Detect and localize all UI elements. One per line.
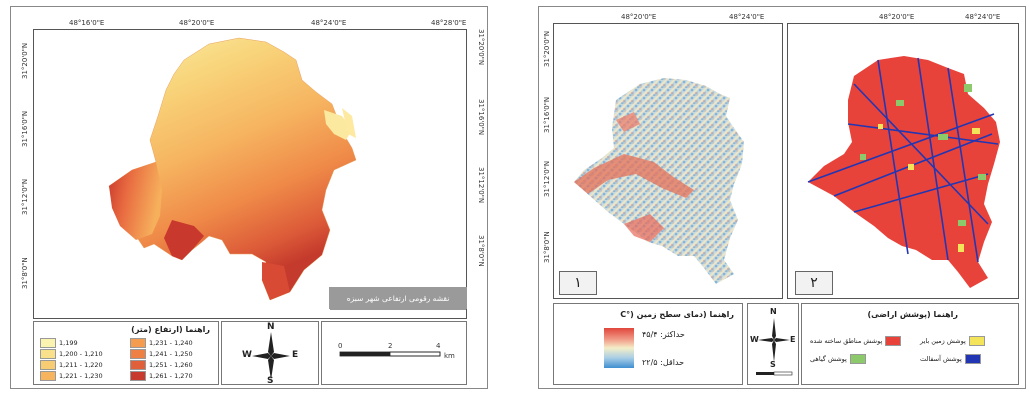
- left-side-tick-2: 31°16'0"N: [21, 110, 29, 147]
- right-side-tick-1: 31°20'0"N: [543, 30, 551, 67]
- elevation-map-frame: [33, 29, 467, 319]
- map1-top-tick-2: 48°24'0"E: [729, 13, 765, 21]
- scale-bar-box: 0 2 4 km: [321, 321, 467, 385]
- scale-label-0: 0: [338, 342, 343, 350]
- left-figure-panel: نقشه رقومی ارتفاعی شهر سبزه 48°16'0"E 48…: [10, 6, 488, 389]
- map1-top-tick-1: 48°20'0"E: [621, 13, 657, 21]
- elevation-legend-item: 1,251 - 1,260: [130, 360, 193, 370]
- left-side-tick-1: 31°20'0"N: [21, 42, 29, 79]
- north-arrow-icon: [756, 318, 793, 376]
- right-compass-box: N S W E: [747, 303, 799, 385]
- landcover-map: [807, 56, 1000, 288]
- compass-s: S: [770, 360, 776, 369]
- scale-label-4: 4: [436, 342, 441, 350]
- landcover-legend-item: پوشش گیاهی: [810, 354, 866, 364]
- compass-n: N: [770, 307, 777, 316]
- landcover-legend-item: پوشش مناطق ساخته شده: [810, 336, 902, 346]
- elevation-map-caption: نقشه رقومی ارتفاعی شهر سبزه: [329, 287, 467, 309]
- landcover-legend-item: پوشش آسفالت: [920, 354, 981, 364]
- temperature-hot-north: [616, 112, 640, 132]
- compass-s: S: [267, 376, 274, 386]
- compass-w: W: [750, 335, 759, 344]
- scale-bar: [339, 351, 441, 357]
- right-side-tick-1: 31°20'0"N: [477, 29, 485, 66]
- right-side-tick-2: 31°16'0"N: [543, 96, 551, 133]
- temperature-legend-title: راهنما (دمای سطح زمین (°C: [620, 310, 734, 319]
- landcover-legend-item: پوشش زمین بایر: [920, 336, 985, 346]
- temperature-legend: راهنما (دمای سطح زمین (°C حداکثر: ۴۵/۴ ح…: [553, 303, 743, 385]
- left-side-tick-4: 31°8'0"N: [21, 257, 29, 289]
- landcover-city-body: [808, 56, 1000, 288]
- elevation-legend: راهنما (ارتفاع (متر) 1,199 1,200 - 1,210…: [33, 321, 219, 385]
- map-number-badge-2: ۲: [795, 271, 833, 295]
- temperature-map: [574, 78, 744, 284]
- scale-unit: km: [444, 352, 455, 360]
- temperature-max-label: حداکثر: ۴۵/۴: [642, 330, 685, 339]
- left-compass-box: N S W E: [221, 321, 319, 386]
- compass-w: W: [242, 350, 252, 360]
- map2-top-tick-1: 48°20'0"E: [879, 13, 915, 21]
- landcover-map-frame: [787, 23, 1019, 299]
- right-figure-panel: ۱: [538, 6, 1026, 389]
- elevation-legend-item: 1,261 - 1,270: [130, 371, 193, 381]
- elevation-legend-item: 1,211 - 1,220: [40, 360, 103, 370]
- temperature-color-ramp: [604, 328, 634, 368]
- landcover-bare: [878, 124, 980, 252]
- elevation-east-spur: [342, 108, 356, 138]
- temperature-map-frame: [553, 23, 783, 299]
- elevation-legend-item: 1,231 - 1,240: [130, 338, 193, 348]
- landcover-legend: راهنما (پوشش اراضی) پوشش مناطق ساخته شده…: [801, 303, 1019, 385]
- right-side-tick-3: 31°12'0"N: [477, 167, 485, 204]
- north-arrow-icon: [252, 332, 290, 380]
- right-side-tick-3: 31°12'0"N: [543, 160, 551, 197]
- elevation-legend-item: 1,199: [40, 338, 78, 348]
- right-side-tick-4: 31°8'0"N: [477, 235, 485, 267]
- map2-top-tick-2: 48°24'0"E: [965, 13, 1001, 21]
- elevation-south-tail: [262, 262, 290, 300]
- compass-e: E: [292, 350, 299, 360]
- landcover-vegetation: [860, 84, 986, 226]
- compass-n: N: [267, 322, 275, 332]
- left-side-tick-3: 31°12'0"N: [21, 178, 29, 215]
- elevation-legend-item: 1,200 - 1,210: [40, 349, 103, 359]
- temperature-min-label: حداقل: ۲۲/۵: [642, 358, 685, 367]
- elevation-legend-item: 1,241 - 1,250: [130, 349, 193, 359]
- left-top-tick-2: 48°20'0"E: [179, 19, 215, 27]
- right-side-tick-4: 31°8'0"N: [543, 231, 551, 263]
- temperature-hot-corridor: [574, 154, 694, 198]
- left-top-tick-1: 48°16'0"E: [69, 19, 105, 27]
- elevation-map: [108, 37, 466, 310]
- compass-e: E: [790, 335, 796, 344]
- elevation-legend-title: راهنما (ارتفاع (متر): [131, 325, 210, 334]
- elevation-east-block: [324, 110, 352, 140]
- left-top-tick-3: 48°24'0"E: [311, 19, 347, 27]
- left-top-tick-4: 48°28'0"E: [431, 19, 467, 27]
- right-side-tick-2: 31°16'0"N: [477, 99, 485, 136]
- temperature-hot-south: [624, 214, 664, 242]
- elevation-south-lobe: [164, 220, 204, 260]
- scale-label-2: 2: [388, 342, 393, 350]
- map-number-badge-1: ۱: [559, 271, 597, 295]
- elevation-legend-item: 1,221 - 1,230: [40, 371, 103, 381]
- landcover-legend-title: راهنما (پوشش اراضی): [867, 310, 958, 319]
- elevation-southwest-lobe: [109, 162, 162, 240]
